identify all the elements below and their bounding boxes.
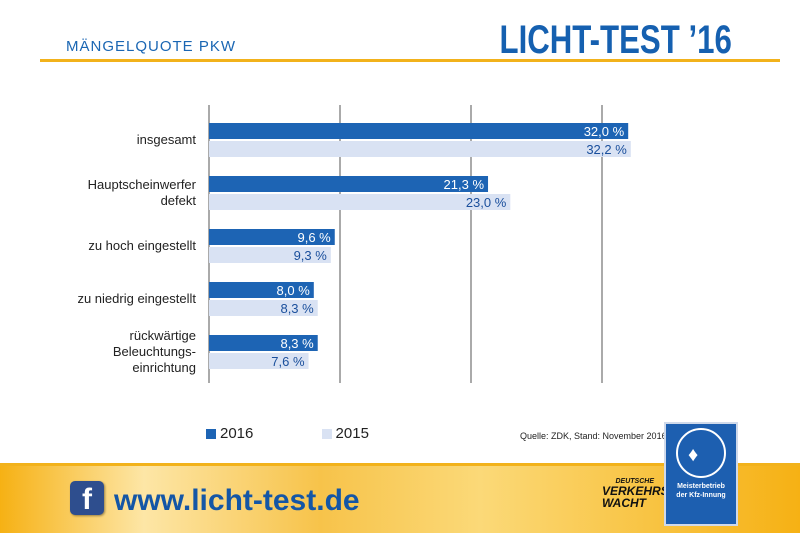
footer-divider bbox=[0, 463, 800, 466]
category-label-3-0: zu niedrig eingestellt bbox=[77, 291, 196, 306]
verkehrswacht-small-text: DEUTSCHE bbox=[615, 478, 654, 485]
category-label-4-2: einrichtung bbox=[132, 360, 196, 375]
category-label-1-1: defekt bbox=[161, 193, 197, 208]
data-label-2015-2: 9,3 % bbox=[294, 248, 328, 263]
verkehrswacht-line1: VERKEHRS bbox=[602, 484, 669, 498]
data-label-2015-3: 8,3 % bbox=[280, 301, 314, 316]
bar-2016-4 bbox=[209, 335, 318, 351]
page-title: LICHT-TEST ’16 bbox=[499, 18, 732, 62]
bar-2015-1 bbox=[209, 194, 511, 210]
badge-text: Meisterbetrieb der Kfz-Innung bbox=[666, 482, 736, 500]
header-divider bbox=[40, 59, 780, 62]
facebook-icon[interactable]: f bbox=[70, 481, 104, 516]
badge-ring bbox=[676, 428, 726, 478]
bar-2015-4 bbox=[209, 353, 309, 369]
legend-swatch-2015 bbox=[321, 428, 332, 439]
data-label-2016-4: 8,3 % bbox=[280, 336, 314, 351]
data-label-2016-3: 8,0 % bbox=[277, 283, 311, 298]
verkehrswacht-line2: WACHT bbox=[602, 496, 646, 510]
legend-item-2016: 2016 bbox=[206, 425, 253, 442]
website-link[interactable]: www.licht-test.de bbox=[114, 484, 360, 517]
category-label-1-0: Hauptscheinwerfer bbox=[88, 177, 197, 192]
data-label-2015-4: 7,6 % bbox=[271, 354, 305, 369]
chart-subtitle: MÄNGELQUOTE PKW bbox=[66, 38, 237, 55]
bar-2016-3 bbox=[209, 282, 314, 298]
chart-legend: 2016 2015 bbox=[206, 424, 369, 442]
badge-line1: Meisterbetrieb bbox=[677, 483, 725, 490]
data-label-2015-0: 32,2 % bbox=[586, 142, 627, 157]
legend-label-2016: 2016 bbox=[220, 424, 254, 442]
legend-swatch-2016 bbox=[206, 428, 216, 439]
bar-2015-3 bbox=[209, 300, 318, 316]
data-label-2015-1: 23,0 % bbox=[466, 195, 507, 210]
data-label-2016-2: 9,6 % bbox=[298, 230, 332, 245]
bar-2016-2 bbox=[209, 229, 335, 245]
verkehrswacht-logo: DEUTSCHE VERKEHRS WACHT bbox=[602, 478, 669, 518]
badge-line2: der Kfz-Innung bbox=[676, 492, 726, 499]
category-label-4-0: rückwärtige bbox=[130, 328, 196, 343]
data-label-2016-1: 21,3 % bbox=[444, 177, 485, 192]
bar-2015-2 bbox=[209, 247, 331, 263]
kfz-gewerbe-badge: ♦ Meisterbetrieb der Kfz-Innung bbox=[664, 422, 738, 526]
category-label-0-0: insgesamt bbox=[137, 132, 197, 147]
facebook-glyph: f bbox=[82, 483, 92, 516]
source-note: Quelle: ZDK, Stand: November 2016 bbox=[520, 431, 667, 441]
data-label-2016-0: 32,0 % bbox=[584, 124, 625, 139]
legend-item-2015: 2015 bbox=[321, 424, 369, 442]
legend-label-2015: 2015 bbox=[335, 424, 369, 442]
bar-2015-0 bbox=[209, 141, 631, 157]
bar-2016-0 bbox=[209, 123, 629, 139]
car-icon: ♦ bbox=[688, 444, 699, 466]
category-label-4-1: Beleuchtungs- bbox=[113, 344, 196, 359]
category-label-2-0: zu hoch eingestellt bbox=[88, 238, 196, 253]
bar-2016-1 bbox=[209, 176, 489, 192]
